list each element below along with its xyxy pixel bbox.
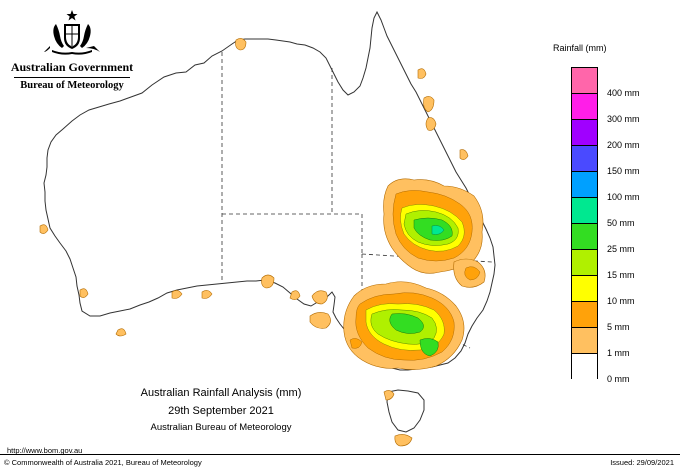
tasmania — [386, 389, 425, 433]
legend-swatch — [572, 224, 597, 250]
legend-swatch — [572, 172, 597, 198]
legend-label: 1 mm — [607, 348, 630, 358]
legend-swatch — [572, 146, 597, 172]
government-divider — [14, 77, 130, 78]
legend-swatch — [572, 68, 597, 94]
legend-swatch — [572, 94, 597, 120]
legend-label: 100 mm — [607, 192, 640, 202]
legend-label: 400 mm — [607, 88, 640, 98]
legend-label: 300 mm — [607, 114, 640, 124]
legend-label: 10 mm — [607, 296, 635, 306]
legend-label: 200 mm — [607, 140, 640, 150]
legend-label: 15 mm — [607, 270, 635, 280]
legend-swatch — [572, 302, 597, 328]
legend-label: 0 mm — [607, 374, 630, 384]
map-title: Australian Rainfall Analysis (mm) — [140, 387, 302, 399]
legend-label: 50 mm — [607, 218, 635, 228]
legend-title: Rainfall (mm) — [553, 43, 607, 53]
government-logo: Australian Government Bureau of Meteorol… — [8, 8, 136, 94]
legend-label: 25 mm — [607, 244, 635, 254]
coat-of-arms-icon — [44, 10, 100, 55]
rainfall-50mm — [431, 225, 445, 235]
issued-date: Issued: 29/09/2021 — [610, 458, 674, 467]
legend-label: 5 mm — [607, 322, 630, 332]
bureau-title: Bureau of Meteorology — [20, 80, 124, 91]
rainfall-legend — [571, 67, 598, 380]
government-title: Australian Government — [10, 60, 134, 74]
legend-swatch — [572, 198, 597, 224]
legend-swatch — [572, 276, 597, 302]
legend-label: 150 mm — [607, 166, 640, 176]
website-link[interactable]: http://www.bom.gov.au — [7, 446, 83, 455]
map-date: 29th September 2021 — [168, 405, 274, 417]
legend-swatch — [572, 328, 597, 354]
legend-swatch — [572, 250, 597, 276]
legend-swatch — [572, 354, 597, 380]
legend-swatch — [572, 120, 597, 146]
map-source: Australian Bureau of Meteorology — [150, 422, 292, 433]
footer-bar: © Commonwealth of Australia 2021, Bureau… — [0, 454, 680, 468]
copyright-text: © Commonwealth of Australia 2021, Bureau… — [4, 458, 202, 467]
